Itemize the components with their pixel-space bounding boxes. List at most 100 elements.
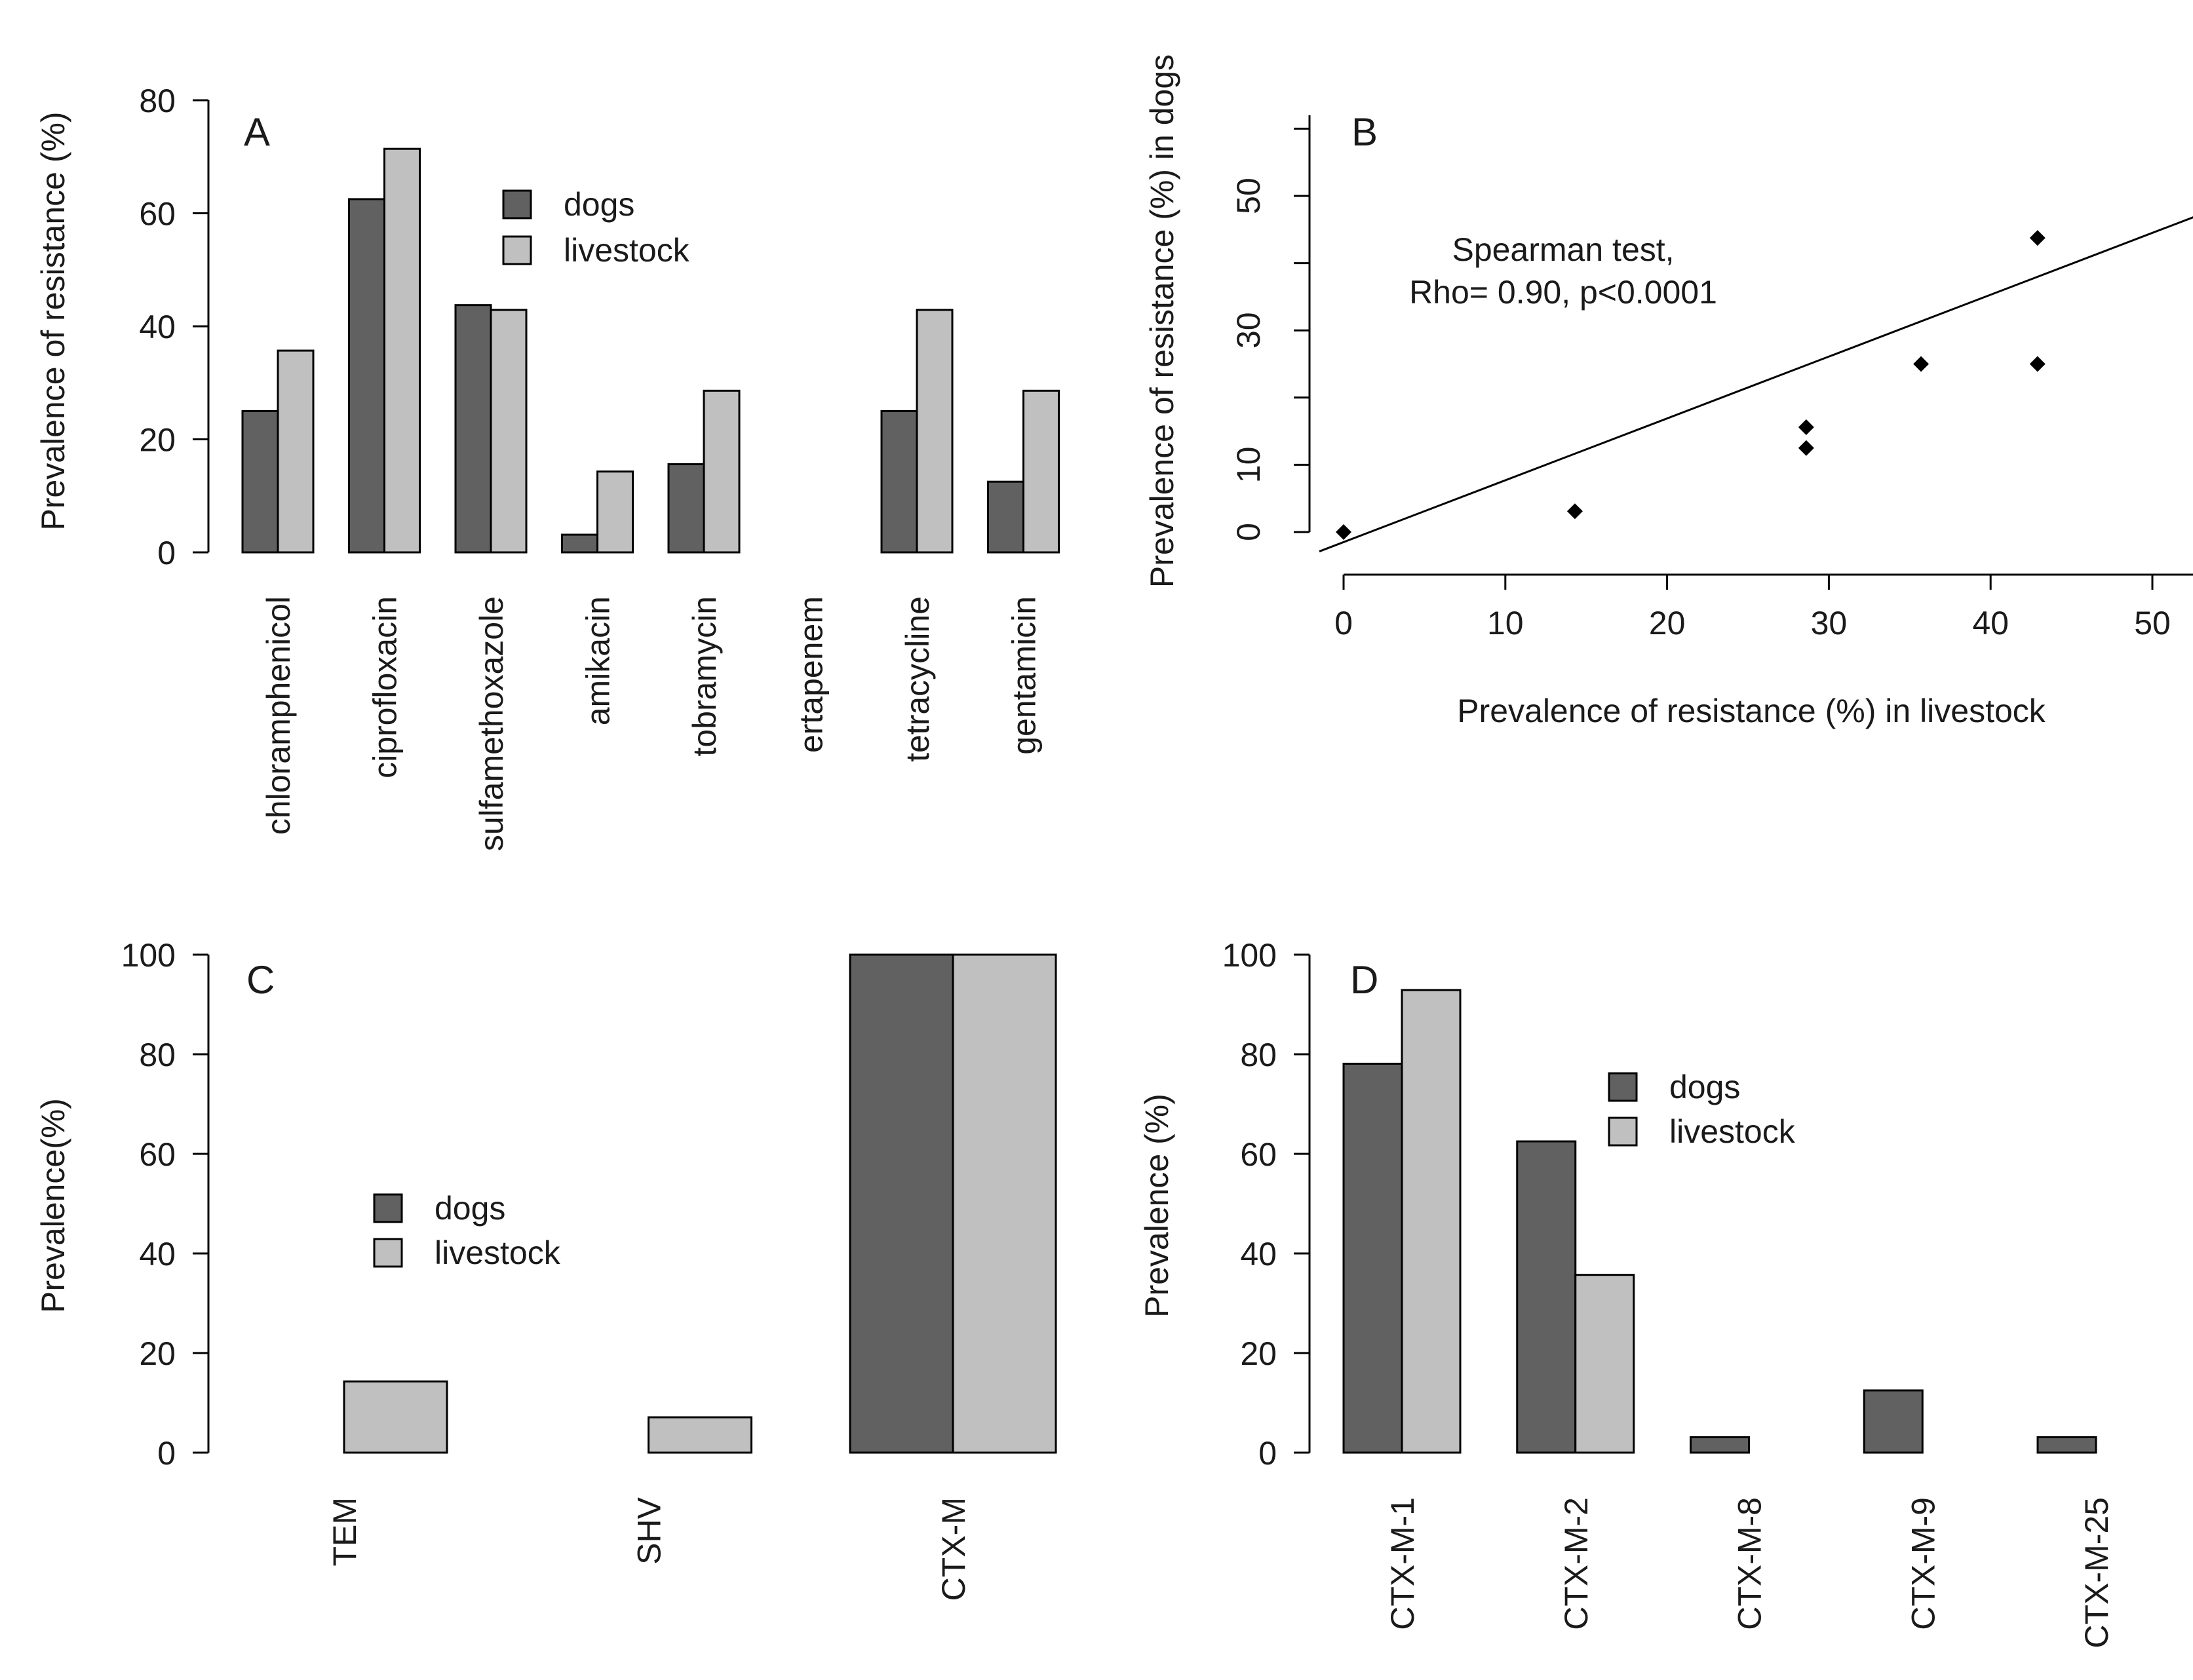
y-tick-label: 40 — [139, 309, 176, 345]
x-tick-label: chloramphenicol — [260, 596, 297, 835]
legend-label: dogs — [435, 1190, 505, 1227]
scatter-point — [1336, 524, 1351, 540]
scatter-point — [2029, 230, 2046, 246]
panel-letter: C — [246, 958, 275, 1002]
y-tick-label: 60 — [1240, 1136, 1277, 1173]
bar-livestock — [277, 349, 315, 554]
panel-c-chart: 0 20 40 60 80 100 Prevalence(%) C TEM SHV CTX-M dog… — [35, 937, 1057, 1601]
y-tick-label: 10 — [1230, 447, 1267, 484]
legend-swatch-dogs — [502, 189, 532, 220]
legend-swatch-dogs — [373, 1193, 403, 1223]
bar-dogs — [241, 410, 279, 554]
legend-swatch-dogs — [1608, 1072, 1638, 1102]
bar-livestock — [1574, 1274, 1635, 1454]
x-tick-label: tetracycline — [899, 596, 936, 762]
x-tick-label: amikacin — [580, 596, 617, 725]
legend-swatch-livestock — [373, 1238, 403, 1268]
legend-swatch-livestock — [1608, 1117, 1638, 1147]
panel-b-chart: 0 10 30 50 Prevalence of resistance (%) in d… — [1144, 54, 2193, 729]
x-tick-label: ciprofloxacin — [367, 596, 404, 778]
x-tick-label: TEM — [326, 1497, 363, 1567]
y-tick-label: 20 — [139, 1335, 176, 1372]
scatter-point — [2029, 356, 2046, 372]
x-tick-label: CTX-M-8 — [1732, 1497, 1768, 1630]
y-tick-label: 100 — [1222, 937, 1277, 974]
bar-livestock — [490, 309, 528, 554]
legend-swatch-livestock — [502, 235, 532, 265]
y-tick-label: 20 — [1240, 1335, 1277, 1372]
x-tick-label: ertapenem — [793, 596, 830, 753]
bar-dogs — [667, 463, 705, 554]
y-tick-label: 30 — [1230, 312, 1267, 349]
bar-livestock — [1022, 389, 1060, 554]
bar-livestock — [648, 1416, 752, 1454]
x-axis-label: Prevalence of resistance (%) in livestoc… — [1457, 693, 2046, 729]
y-tick-label: 0 — [157, 535, 176, 571]
legend-label: dogs — [564, 186, 634, 223]
x-tick-label: sulfamethoxazole — [473, 596, 510, 851]
x-tick-label: gentamicin — [1006, 596, 1043, 755]
legend-label: livestock — [1669, 1113, 1796, 1150]
x-tick-label: CTX-M-9 — [1905, 1497, 1941, 1630]
bar-dogs — [987, 480, 1024, 554]
panel-letter: D — [1350, 958, 1378, 1002]
fit-line — [1319, 216, 2193, 552]
bar-dogs — [561, 533, 598, 554]
panel-d-chart: 0 20 40 60 80 100 Prevalence (%) D CTX-M-1 CTX-M-… — [1138, 937, 2115, 1649]
bar-dogs — [849, 953, 954, 1454]
bar-livestock — [343, 1380, 448, 1454]
x-tick-label: 40 — [1972, 605, 2009, 641]
annotation-line: Rho= 0.90, p<0.0001 — [1409, 274, 1717, 311]
bar-livestock — [703, 389, 741, 554]
x-tick-label: CTX-M-25 — [2078, 1497, 2115, 1649]
bar-dogs — [1690, 1436, 1750, 1454]
y-axis-label: Prevalence (%) — [1138, 1094, 1175, 1318]
y-tick-label: 0 — [157, 1435, 176, 1472]
bar-dogs — [348, 198, 385, 554]
legend-label: livestock — [435, 1234, 561, 1271]
x-tick-label: CTX-M-2 — [1558, 1497, 1595, 1630]
y-axis-label: Prevalence of resistance (%) — [35, 111, 71, 530]
x-tick-label: 30 — [1811, 605, 1848, 641]
x-tick-label: 10 — [1487, 605, 1524, 641]
legend-label: dogs — [1669, 1069, 1740, 1105]
bar-dogs — [1863, 1389, 1924, 1454]
y-tick-label: 80 — [139, 1037, 176, 1073]
y-tick-label: 60 — [139, 196, 176, 233]
bar-livestock — [383, 147, 421, 554]
y-axis-label: Prevalence of resistance (%) in dogs — [1144, 54, 1180, 588]
scatter-point — [1913, 356, 1930, 372]
y-tick-label: 80 — [139, 83, 176, 119]
y-tick-label: 50 — [1230, 178, 1267, 214]
scatter-point — [1798, 419, 1814, 435]
bar-dogs — [2036, 1436, 2097, 1454]
y-axis-label: Prevalence(%) — [35, 1098, 71, 1313]
scatter-point — [1566, 503, 1583, 520]
y-tick-label: 40 — [139, 1236, 176, 1272]
panel-a-chart: 0 20 40 60 80 Prevalence of resistance (%) Ach… — [35, 83, 1060, 851]
legend-label: livestock — [564, 232, 690, 269]
y-tick-label: 80 — [1240, 1037, 1277, 1073]
y-tick-label: 0 — [1230, 523, 1267, 541]
y-tick-label: 60 — [139, 1136, 176, 1173]
y-tick-label: 20 — [139, 422, 176, 459]
panel-letter: B — [1351, 110, 1378, 154]
x-tick-label: SHV — [631, 1497, 668, 1564]
bar-dogs — [880, 410, 918, 554]
annotation-line: Spearman test, — [1452, 231, 1674, 268]
x-tick-label: 0 — [1334, 605, 1353, 641]
y-tick-label: 100 — [121, 937, 176, 974]
x-tick-label: CTX-M-1 — [1384, 1497, 1421, 1630]
bar-livestock — [952, 953, 1057, 1454]
y-tick-label: 40 — [1240, 1236, 1277, 1272]
y-tick-label: 0 — [1258, 1435, 1277, 1472]
panel-letter: A — [244, 110, 270, 154]
bar-livestock — [916, 309, 954, 554]
bar-livestock — [1401, 989, 1462, 1454]
x-tick-label: tobramycin — [686, 596, 723, 757]
scatter-point — [1798, 440, 1814, 456]
x-tick-label: 20 — [1649, 605, 1686, 641]
bar-dogs — [454, 304, 492, 554]
x-tick-label: CTX-M — [935, 1497, 972, 1601]
